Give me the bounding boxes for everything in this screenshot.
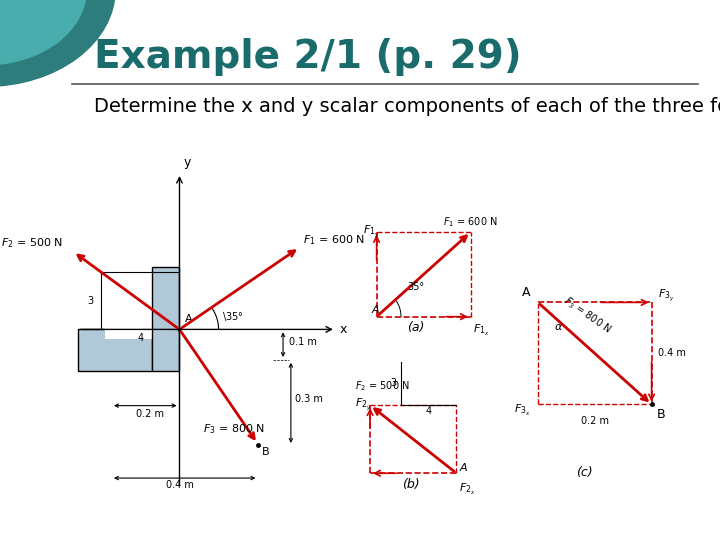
Text: 3: 3 (87, 296, 94, 306)
Text: $F_3$ = 800 N: $F_3$ = 800 N (203, 422, 265, 436)
Bar (78, 329, 152, 372)
Text: $F_1$ = 600 N: $F_1$ = 600 N (443, 215, 498, 228)
Text: $F_2$ = 500 N: $F_2$ = 500 N (1, 236, 63, 249)
Text: $A$: $A$ (459, 461, 468, 473)
Text: 3: 3 (390, 379, 397, 388)
Text: $F_2$ = 500 N: $F_2$ = 500 N (355, 380, 410, 393)
Text: $F_{2_y}$: $F_{2_y}$ (355, 397, 372, 413)
Text: (a): (a) (407, 321, 424, 334)
Text: (c): (c) (577, 465, 593, 479)
Text: 0.4 m: 0.4 m (658, 348, 686, 359)
Text: $F_3$ = 800 N: $F_3$ = 800 N (562, 293, 614, 336)
Text: $F_{1_x}$: $F_{1_x}$ (473, 323, 490, 338)
Text: 4: 4 (426, 406, 432, 416)
Text: 0.4 m: 0.4 m (166, 480, 194, 490)
Text: (b): (b) (402, 478, 419, 491)
Text: 0.2 m: 0.2 m (581, 416, 609, 426)
Bar (105, 289, 152, 339)
Text: $F_{3_x}$: $F_{3_x}$ (514, 402, 531, 417)
Text: $A$: $A$ (371, 303, 380, 315)
Text: Example 2/1 (p. 29): Example 2/1 (p. 29) (94, 38, 521, 76)
Text: A: A (185, 314, 193, 323)
Text: $F_{3_y}$: $F_{3_y}$ (658, 287, 675, 303)
Text: $\alpha$: $\alpha$ (554, 322, 563, 332)
Text: $\backslash$35°: $\backslash$35° (222, 310, 244, 323)
Circle shape (0, 0, 115, 86)
Text: 4: 4 (138, 333, 143, 343)
Circle shape (0, 0, 86, 65)
Text: B: B (262, 447, 270, 457)
Text: x: x (340, 323, 347, 336)
Text: Determine the x and y scalar components of each of the three forces: Determine the x and y scalar components … (94, 97, 720, 116)
Text: $F_{2_x}$: $F_{2_x}$ (459, 482, 475, 497)
Text: $F_1$ = 600 N: $F_1$ = 600 N (303, 234, 366, 247)
Text: y: y (184, 156, 191, 170)
Text: $F_{1_y}$: $F_{1_y}$ (364, 224, 380, 240)
Text: 0.2 m: 0.2 m (137, 409, 164, 419)
Text: 0.3 m: 0.3 m (294, 394, 323, 404)
Bar (152, 267, 179, 372)
Text: 35°: 35° (408, 282, 425, 292)
Text: 0.1 m: 0.1 m (289, 336, 317, 347)
Text: B: B (657, 408, 665, 421)
Text: A: A (521, 286, 530, 299)
